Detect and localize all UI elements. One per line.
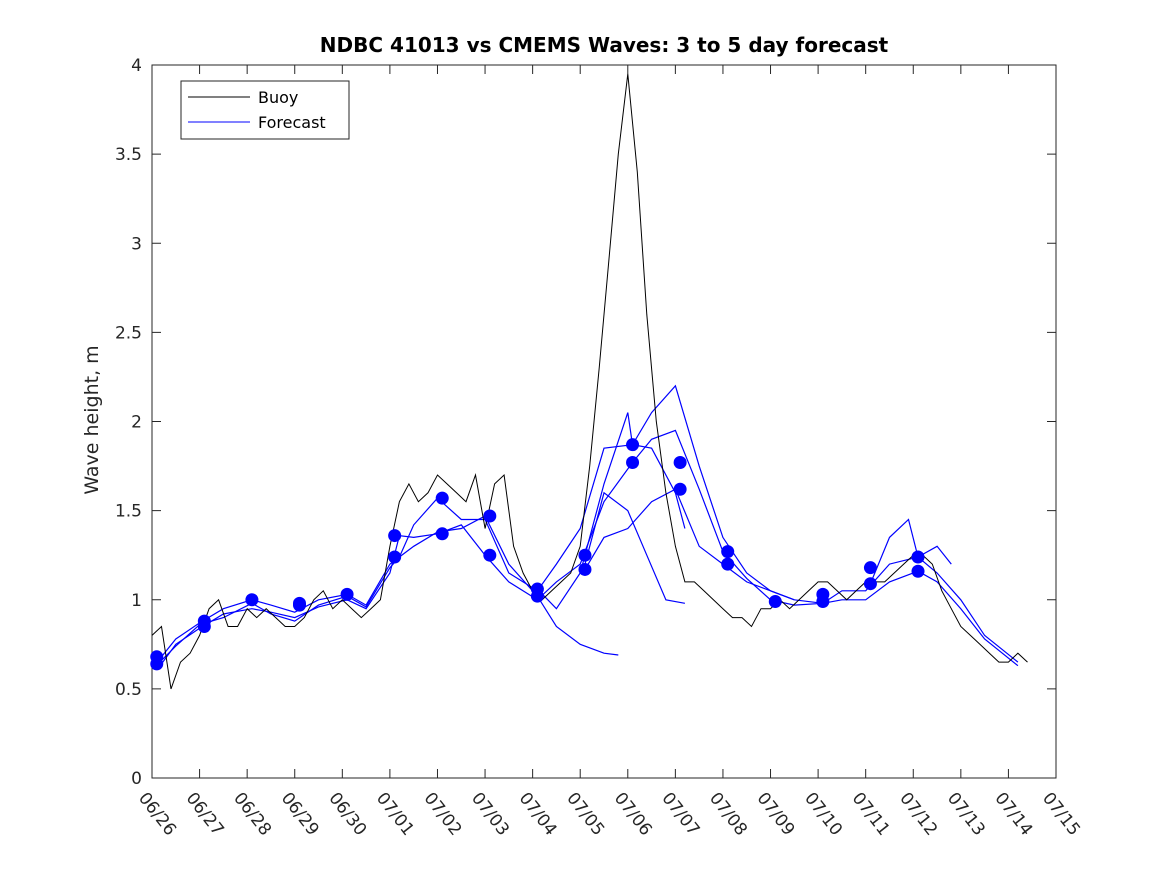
- forecast-marker: [578, 562, 592, 576]
- y-tick-label: 4: [131, 56, 142, 76]
- x-tick-label: 06/26: [134, 789, 180, 840]
- x-tick-label: 07/02: [420, 789, 466, 840]
- forecast-marker: [483, 509, 497, 523]
- forecast-marker: [388, 550, 402, 564]
- y-tick-label: 3.5: [115, 145, 142, 165]
- y-tick-label: 1.5: [115, 502, 142, 522]
- y-tick-label: 0: [131, 769, 142, 789]
- forecast-line: [161, 429, 1019, 667]
- forecast-marker: [911, 550, 925, 564]
- y-tick-label: 2: [131, 413, 142, 433]
- legend: Buoy Forecast: [180, 80, 350, 140]
- x-tick-label: 07/05: [562, 789, 608, 840]
- forecast-line: [584, 488, 795, 601]
- x-tick-label: 07/06: [610, 789, 656, 840]
- forecast-marker: [530, 589, 544, 603]
- forecast-line: [536, 412, 686, 610]
- y-tick-label: 1: [131, 591, 142, 611]
- y-axis-label: Wave height, m: [81, 345, 103, 494]
- forecast-marker: [435, 491, 449, 505]
- x-tick-label: 07/04: [515, 789, 561, 840]
- forecast-marker: [721, 557, 735, 571]
- forecast-marker: [292, 598, 306, 612]
- y-axis: 0 0.5 1 1.5 2 2.5 3 3.5 4: [115, 56, 1056, 789]
- y-tick-label: 3: [131, 234, 142, 254]
- x-tick-label: 07/01: [372, 789, 418, 840]
- forecast-marker: [578, 548, 592, 562]
- chart-title: NDBC 41013 vs CMEMS Waves: 3 to 5 day fo…: [320, 33, 889, 57]
- forecast-marker: [340, 587, 354, 601]
- x-tick-label: 07/13: [943, 789, 989, 840]
- x-tick-label: 07/15: [1038, 789, 1084, 840]
- forecast-marker: [626, 438, 640, 452]
- legend-box: [180, 80, 350, 140]
- y-tick-label: 0.5: [115, 680, 142, 700]
- plot-area: [151, 64, 1057, 779]
- legend-label-buoy: Buoy: [258, 88, 298, 107]
- y-tick-label: 2.5: [115, 323, 142, 343]
- x-tick-label: 06/29: [277, 789, 323, 840]
- x-tick-label: 07/09: [753, 789, 799, 840]
- x-tick-label: 07/11: [848, 789, 894, 840]
- x-tick-label: 06/28: [229, 789, 275, 840]
- forecast-marker: [483, 548, 497, 562]
- forecast-marker: [435, 527, 449, 541]
- forecast-marker: [863, 577, 877, 591]
- x-tick-label: 07/10: [800, 789, 846, 840]
- x-tick-label: 07/12: [895, 789, 941, 840]
- x-tick-label: 06/30: [324, 789, 370, 840]
- forecast-marker: [388, 529, 402, 543]
- x-tick-label: 07/08: [705, 789, 751, 840]
- forecast-marker: [150, 657, 164, 671]
- forecast-marker: [768, 595, 782, 609]
- buoy-line: [151, 73, 1028, 690]
- forecast-marker: [245, 593, 259, 607]
- x-tick-label: 07/07: [657, 789, 703, 840]
- forecast-marker: [911, 564, 925, 578]
- buoy-series: [151, 73, 1028, 690]
- forecast-marker: [721, 545, 735, 559]
- x-tick-label: 07/03: [467, 789, 513, 840]
- legend-label-forecast: Forecast: [258, 113, 326, 132]
- forecast-marker: [816, 595, 830, 609]
- forecast-marker: [673, 482, 687, 496]
- x-tick-label: 06/27: [182, 789, 228, 840]
- forecast-line: [869, 518, 952, 584]
- forecast-marker: [197, 619, 211, 633]
- x-tick-label: 07/14: [990, 789, 1036, 840]
- forecast-marker: [863, 561, 877, 575]
- forecast-marker: [626, 455, 640, 469]
- forecast-markers: [150, 438, 925, 671]
- forecast-line: [584, 491, 686, 604]
- forecast-marker: [673, 455, 687, 469]
